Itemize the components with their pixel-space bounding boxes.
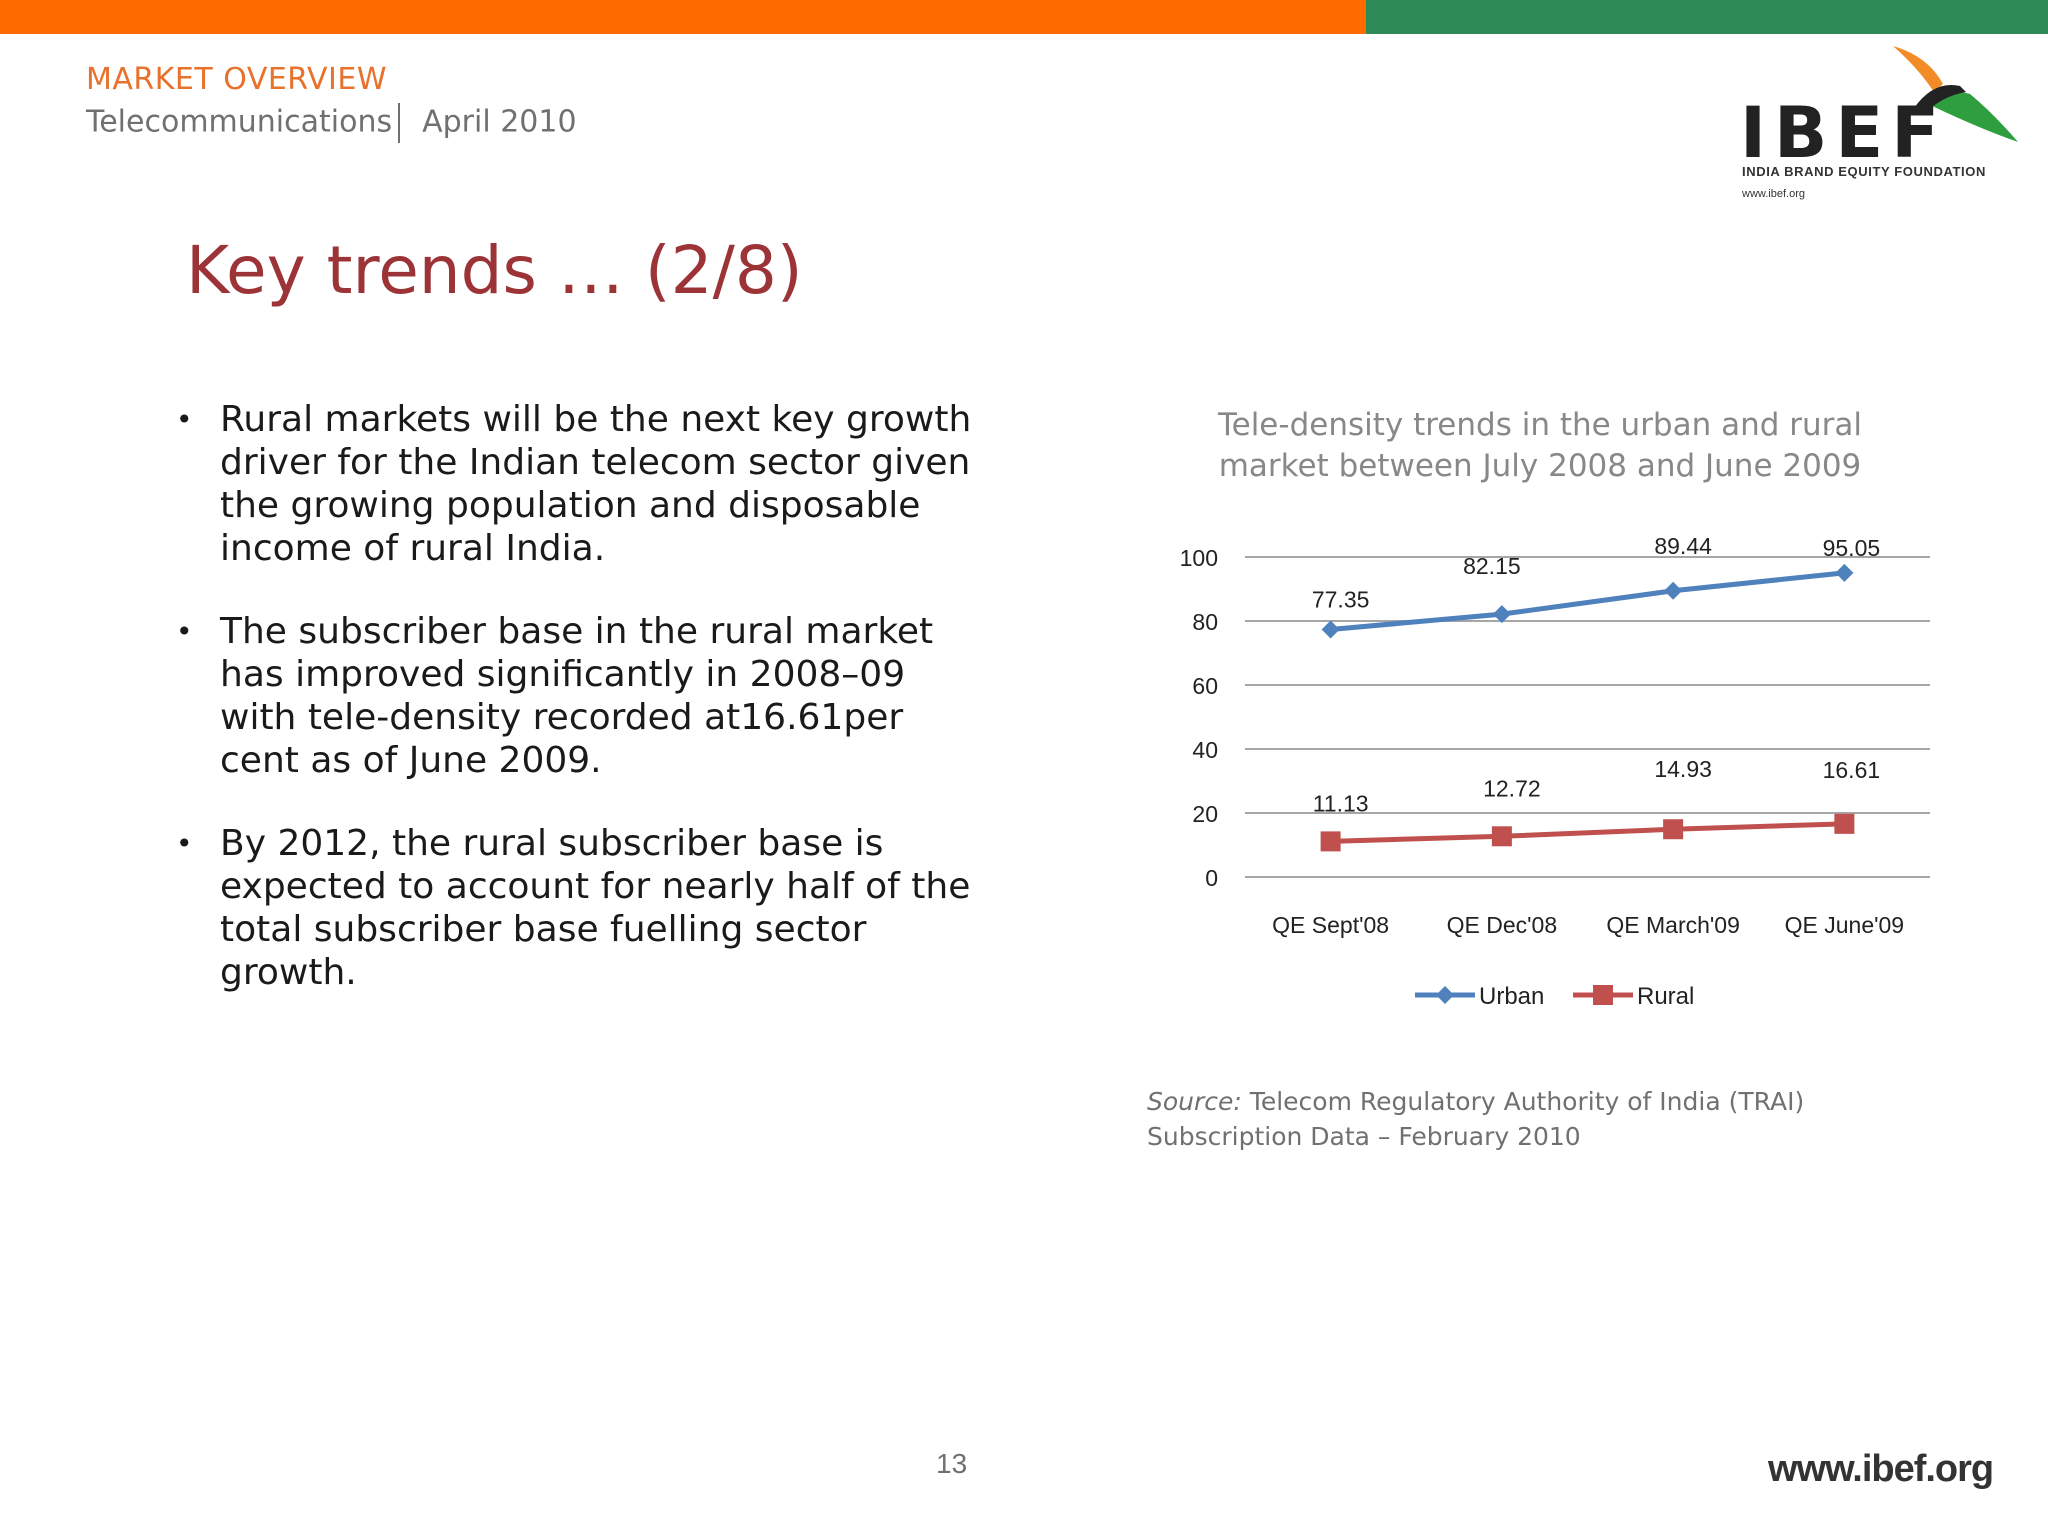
data-label: 16.61	[1823, 757, 1881, 783]
bullet-item: • The subscriber base in the rural market…	[176, 610, 976, 782]
series-line-rural	[1330, 821, 1845, 844]
section-label: MARKET OVERVIEW	[86, 62, 387, 97]
header-divider	[398, 103, 401, 143]
data-label: 77.35	[1312, 586, 1370, 612]
logo-url: www.ibef.org	[1742, 188, 1805, 200]
date-label: April 2010	[422, 104, 577, 140]
data-label: 89.44	[1654, 533, 1712, 559]
y-tick-label: 60	[1192, 673, 1218, 699]
bullet-text: The subscriber base in the rural market …	[220, 611, 934, 781]
bullet-dot-icon: •	[176, 403, 193, 436]
data-label: 12.72	[1483, 775, 1541, 801]
data-point-urban	[1321, 620, 1340, 639]
data-label: 95.05	[1823, 535, 1881, 561]
x-tick-label: QE March'09	[1606, 912, 1740, 938]
chart-title-line: Tele-density trends in the urban and rur…	[1217, 407, 1863, 443]
legend-marker-urban	[1436, 986, 1454, 1004]
source-note: Source: Telecom Regulatory Authority of …	[1147, 1084, 1967, 1154]
chart-title: Tele-density trends in the urban and rur…	[1200, 405, 1880, 487]
bird-logo-icon	[1893, 46, 2018, 142]
logo-wordmark: IBEF	[1740, 92, 1948, 174]
bullet-text: By 2012, the rural subscriber base is ex…	[220, 823, 971, 993]
page-number: 13	[936, 1448, 968, 1479]
data-point-rural	[1834, 813, 1855, 834]
y-tick-label: 80	[1192, 609, 1218, 635]
ibef-logo: IBEF INDIA BRAND EQUITY FOUNDATION www.i…	[1738, 42, 2018, 212]
top-accent-bar-orange	[0, 0, 1366, 34]
series-line-urban	[1330, 570, 1845, 632]
slide-title: Key trends … (2/8)	[186, 232, 803, 309]
y-tick-label: 40	[1192, 737, 1218, 763]
tele-density-line-chart: 0 20 40 60 80 100 QE Sept'08 QE Dec'08 QE March'…	[1180, 533, 1930, 1010]
data-point-rural	[1320, 831, 1341, 852]
header-subtitle: Telecommunications April 2010	[86, 103, 577, 143]
data-point-rural	[1663, 819, 1684, 840]
legend-marker-rural	[1593, 985, 1613, 1005]
logo-tagline: INDIA BRAND EQUITY FOUNDATION	[1742, 164, 1986, 179]
footer-url: www.ibef.org	[1768, 1448, 1994, 1490]
chart-title-line: market between July 2008 and June 2009	[1218, 448, 1862, 484]
data-label: 11.13	[1313, 790, 1369, 816]
source-text: Telecom Regulatory Authority of India (T…	[1147, 1087, 1805, 1151]
data-point-urban	[1492, 605, 1511, 624]
y-tick-label: 20	[1192, 801, 1218, 827]
bullet-list: • Rural markets will be the next key grow…	[176, 398, 976, 1034]
top-accent-bar-green	[1366, 0, 2048, 34]
y-tick-label: 100	[1180, 545, 1218, 571]
legend-label: Urban	[1479, 983, 1544, 1010]
legend-label: Rural	[1637, 983, 1694, 1010]
data-point-urban	[1835, 563, 1854, 582]
bullet-dot-icon: •	[176, 827, 193, 860]
bullet-dot-icon: •	[176, 615, 193, 648]
x-tick-label: QE Sept'08	[1272, 912, 1389, 938]
x-tick-label: QE Dec'08	[1447, 912, 1558, 938]
bullet-item: • By 2012, the rural subscriber base is e…	[176, 822, 976, 994]
sector-label: Telecommunications	[86, 104, 393, 140]
data-label: 14.93	[1654, 756, 1712, 782]
y-tick-label: 0	[1205, 865, 1218, 891]
source-label: Source:	[1147, 1087, 1242, 1116]
data-point-urban	[1664, 581, 1683, 600]
data-label: 82.15	[1463, 553, 1521, 579]
x-tick-label: QE June'09	[1785, 912, 1904, 938]
data-point-rural	[1491, 826, 1512, 847]
bullet-text: Rural markets will be the next key growt…	[220, 399, 972, 569]
bullet-item: • Rural markets will be the next key grow…	[176, 398, 976, 570]
